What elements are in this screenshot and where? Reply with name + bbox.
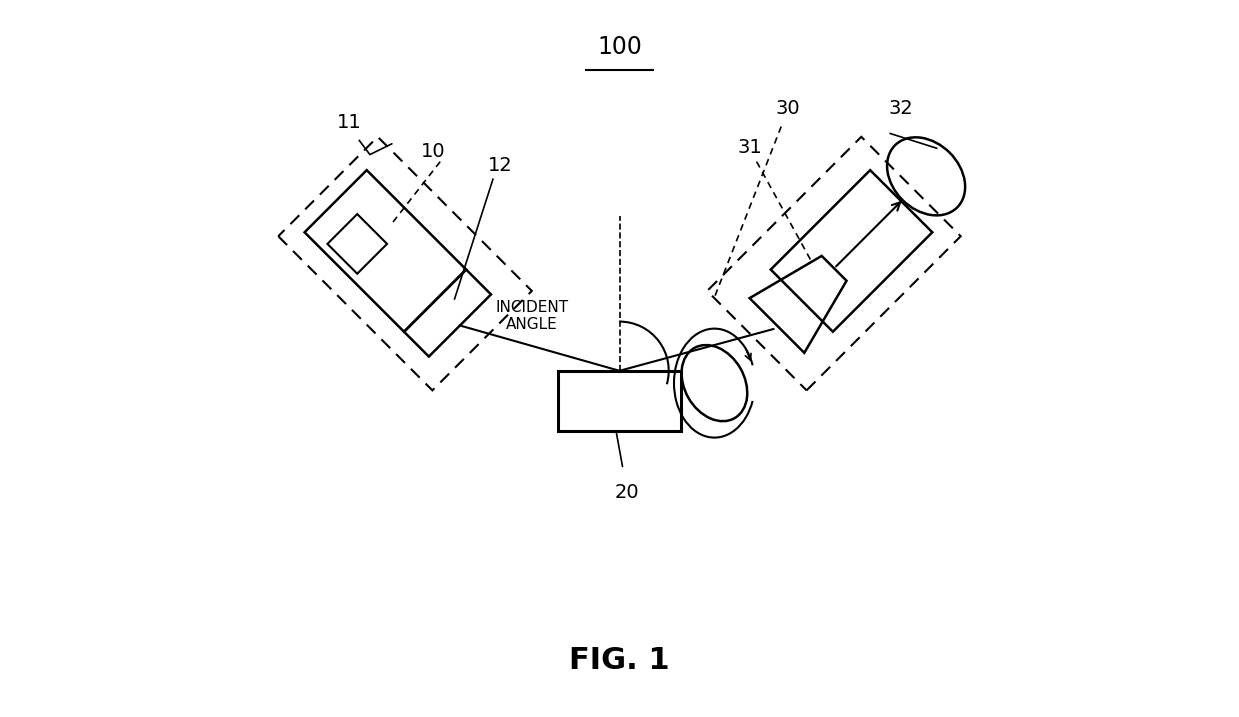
Text: 10: 10 bbox=[421, 141, 446, 161]
Bar bbox=[558, 371, 681, 431]
Text: 100: 100 bbox=[597, 35, 642, 59]
Text: INCIDENT
ANGLE: INCIDENT ANGLE bbox=[496, 300, 569, 332]
Text: FIG. 1: FIG. 1 bbox=[569, 646, 670, 675]
Text: 32: 32 bbox=[888, 100, 913, 118]
Text: 31: 31 bbox=[737, 138, 762, 157]
Text: 12: 12 bbox=[488, 156, 513, 175]
Text: 20: 20 bbox=[615, 483, 639, 503]
Text: 11: 11 bbox=[337, 113, 362, 133]
Text: 30: 30 bbox=[776, 100, 800, 118]
